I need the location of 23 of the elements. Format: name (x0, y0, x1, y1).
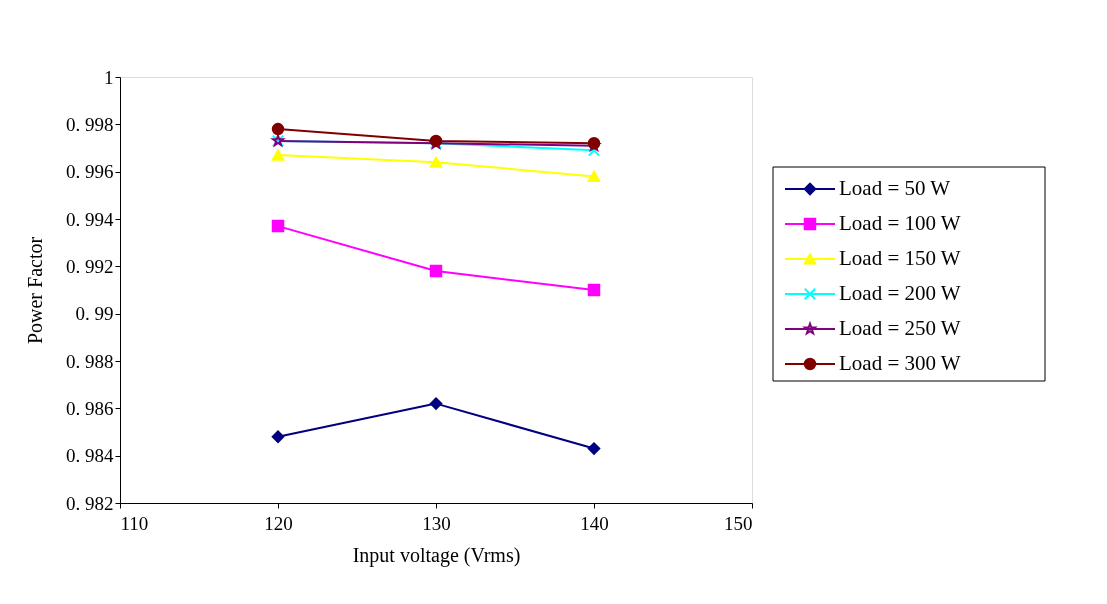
y-axis-title: Power Factor (24, 236, 46, 345)
y-tick-label: 0. 986 (66, 397, 114, 419)
legend-label: Load = 250 W (839, 316, 961, 340)
y-tick-label: 0. 988 (66, 350, 114, 372)
x-tick-label: 120 (264, 512, 293, 534)
x-axis-title: Input voltage (Vrms) (352, 543, 521, 567)
legend-label: Load = 50 W (839, 176, 951, 200)
y-tick-label: 0. 998 (66, 113, 114, 135)
x-tick-label: 150 (724, 512, 753, 534)
y-tick-label: 0. 99 (75, 303, 114, 325)
y-tick-label: 0. 984 (66, 445, 114, 467)
y-tick-label: 0. 994 (66, 208, 114, 230)
y-tick-label: 0. 982 (66, 492, 114, 514)
x-tick-label: 130 (422, 512, 451, 534)
legend-label: Load = 200 W (839, 281, 961, 305)
legend-label: Load = 300 W (839, 351, 961, 375)
y-tick-label: 0. 996 (66, 161, 114, 183)
legend-label: Load = 150 W (839, 246, 961, 270)
legend-label: Load = 100 W (839, 211, 961, 235)
y-tick-label: 1 (104, 66, 114, 88)
x-tick-label: 140 (580, 512, 609, 534)
x-tick-label: 110 (120, 512, 149, 534)
y-tick-label: 0. 992 (66, 255, 114, 277)
